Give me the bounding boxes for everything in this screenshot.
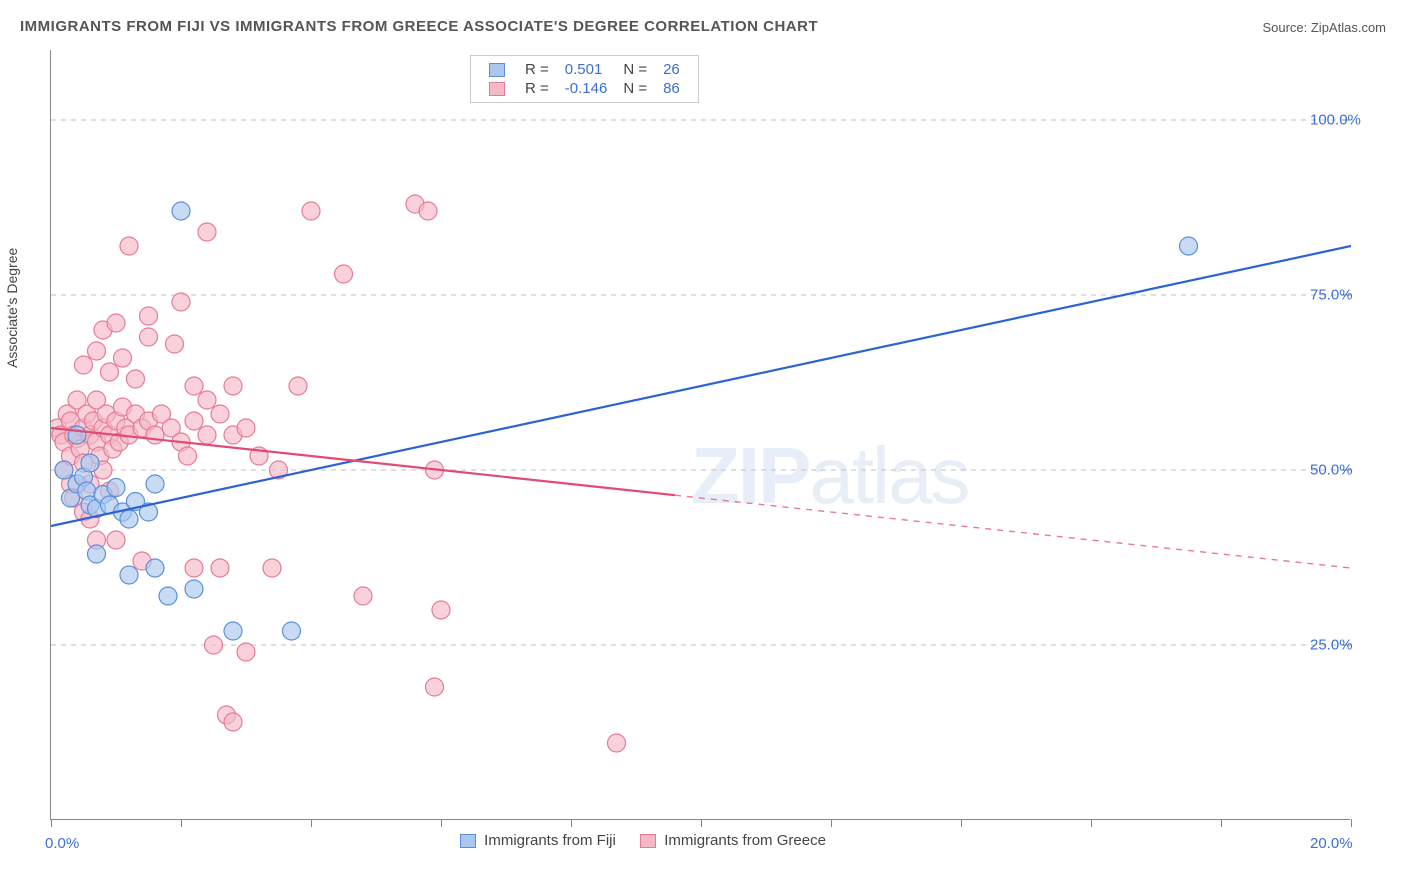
n-label: N =: [615, 79, 655, 98]
x-tick: [701, 819, 702, 827]
greece-swatch-icon: [640, 834, 656, 848]
chart-title: IMMIGRANTS FROM FIJI VS IMMIGRANTS FROM …: [20, 18, 818, 35]
greece-swatch-icon: [489, 82, 505, 96]
r-label: R =: [517, 79, 557, 98]
plot-area: ZIPatlas: [50, 50, 1350, 820]
x-tick: [571, 819, 572, 827]
swatch-cell: [481, 79, 517, 98]
correlation-legend: R = 0.501 N = 26 R = -0.146 N = 86: [470, 55, 699, 103]
y-axis-label: Associate's Degree: [4, 248, 20, 368]
scatter-plot-svg: [51, 50, 1351, 820]
n-value: 26: [655, 60, 688, 79]
correlation-row-greece: R = -0.146 N = 86: [481, 79, 688, 98]
r-label: R =: [517, 60, 557, 79]
legend-label: Immigrants from Fiji: [484, 832, 616, 849]
series-legend: Immigrants from Fiji Immigrants from Gre…: [460, 832, 846, 849]
x-tick: [961, 819, 962, 827]
correlation-row-fiji: R = 0.501 N = 26: [481, 60, 688, 79]
y-tick-label: 100.0%: [1310, 112, 1361, 129]
x-tick: [311, 819, 312, 827]
r-value: 0.501: [557, 60, 616, 79]
x-tick: [441, 819, 442, 827]
legend-item-greece: Immigrants from Greece: [640, 832, 826, 849]
fiji-swatch-icon: [489, 63, 505, 77]
n-label: N =: [615, 60, 655, 79]
legend-item-fiji: Immigrants from Fiji: [460, 832, 616, 849]
n-value: 86: [655, 79, 688, 98]
x-tick: [181, 819, 182, 827]
source-label: Source: ZipAtlas.com: [1262, 20, 1386, 35]
y-tick-label: 25.0%: [1310, 637, 1353, 654]
swatch-cell: [481, 60, 517, 79]
x-tick-label-min: 0.0%: [45, 835, 79, 852]
r-value: -0.146: [557, 79, 616, 98]
fiji-swatch-icon: [460, 834, 476, 848]
x-tick: [1351, 819, 1352, 827]
legend-label: Immigrants from Greece: [664, 832, 826, 849]
x-tick-label-max: 20.0%: [1310, 835, 1353, 852]
y-tick-label: 50.0%: [1310, 462, 1353, 479]
x-tick: [1091, 819, 1092, 827]
correlation-table: R = 0.501 N = 26 R = -0.146 N = 86: [481, 60, 688, 98]
x-tick: [1221, 819, 1222, 827]
x-tick: [51, 819, 52, 827]
y-tick-label: 75.0%: [1310, 287, 1353, 304]
x-tick: [831, 819, 832, 827]
